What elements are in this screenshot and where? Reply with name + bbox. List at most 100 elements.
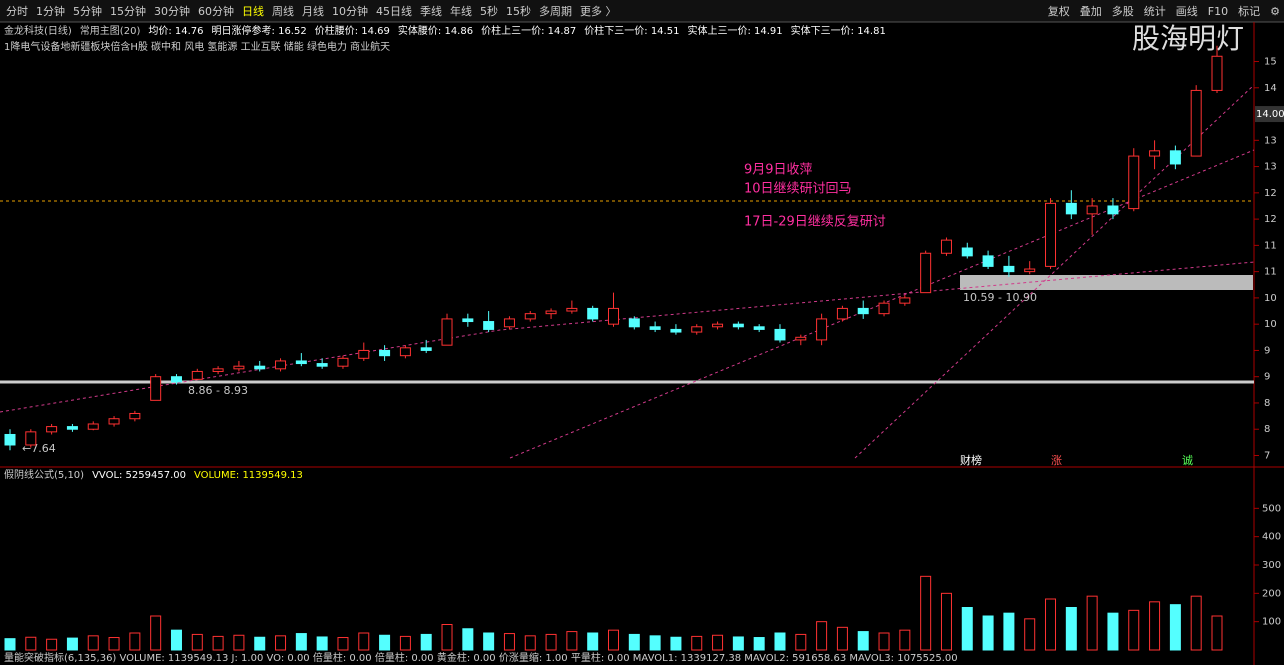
last-price: 14.00 [1256, 109, 1284, 120]
y-tick-label: 9 [1264, 345, 1270, 356]
volume-bar [982, 615, 994, 651]
toolbar-button[interactable]: 复权 [1048, 4, 1070, 18]
volume-bar [1149, 601, 1161, 651]
candle-body [753, 326, 765, 330]
candle-body [545, 310, 557, 315]
candle-body [483, 321, 495, 330]
volume-bar [420, 633, 432, 651]
candle-body [1065, 202, 1077, 215]
y-tick-label: 400 [1262, 532, 1281, 543]
volume-bar [1003, 612, 1015, 651]
candle-body [4, 433, 16, 446]
y-tick-label: 12 [1264, 214, 1277, 225]
toolbar-button[interactable]: 更多 〉 [580, 4, 617, 18]
toolbar-button[interactable]: 标记 [1238, 4, 1260, 18]
annotation: 9月9日收萍 [744, 163, 813, 178]
candle-body [46, 426, 58, 433]
toolbar-button[interactable]: 30分钟 [154, 4, 190, 18]
candle-body [920, 252, 932, 294]
toolbar-bg [0, 0, 1284, 22]
volume-bar [732, 636, 744, 651]
volume-bar [25, 636, 37, 651]
marker: 诚 [1182, 454, 1193, 467]
toolbar-button[interactable]: 多周期 [539, 4, 572, 18]
candle-body [212, 368, 224, 372]
volume-bar [774, 632, 786, 651]
volume-bar [129, 632, 141, 651]
candle-body [66, 426, 78, 430]
candle-body [878, 302, 890, 315]
info-item: 常用主图(20) [80, 24, 141, 37]
volume-bar [920, 575, 932, 651]
candle-body [1149, 150, 1161, 157]
volume-bar [1211, 615, 1223, 651]
toolbar-button[interactable]: 周线 [272, 4, 294, 18]
y-tick-label: 10 [1264, 319, 1277, 330]
volume-bar [608, 629, 619, 651]
toolbar-button[interactable]: F10 [1208, 5, 1228, 18]
y-tick-label: 9 [1264, 372, 1270, 383]
toolbar-button[interactable]: ⚙ [1270, 5, 1280, 18]
info-item: 价柱下三一价: 14.51 [584, 24, 679, 37]
toolbar-button[interactable]: 月线 [302, 4, 324, 18]
toolbar-button[interactable]: 10分钟 [332, 4, 368, 18]
volume-bar [4, 638, 16, 651]
candle-body [732, 323, 744, 328]
toolbar-button[interactable]: 日线 [242, 4, 264, 18]
toolbar-button[interactable]: 1分钟 [36, 4, 65, 18]
annotation: 17日-29日继续反复研讨 [744, 215, 886, 230]
volume-bar [857, 631, 869, 651]
toolbar-button[interactable]: 45日线 [376, 4, 412, 18]
candle-body [836, 307, 848, 320]
volume-bar [1128, 609, 1140, 651]
toolbar-button[interactable]: 5秒 [480, 4, 498, 18]
toolbar-button[interactable]: 统计 [1144, 5, 1166, 18]
candle-body [462, 318, 474, 323]
candle-body [940, 239, 952, 254]
volume-bar [108, 637, 120, 651]
volume-bar [379, 634, 391, 651]
toolbar-button[interactable]: 叠加 [1080, 5, 1102, 18]
info-item: 价柱上三一价: 14.87 [481, 24, 576, 37]
volume-bar [441, 624, 453, 651]
toolbar-button[interactable]: 年线 [450, 4, 472, 18]
volume-bar [316, 636, 328, 651]
toolbar-button[interactable]: 5分钟 [73, 4, 102, 18]
volume-bar [1045, 598, 1057, 651]
toolbar-button[interactable]: 分时 [6, 5, 28, 18]
candle-body [379, 349, 391, 357]
volume-bar [878, 632, 890, 651]
volume-bar [170, 629, 182, 651]
volume-bar [524, 635, 536, 651]
volume-bar [503, 633, 515, 651]
candle-body [899, 297, 911, 304]
candle-body [275, 360, 287, 370]
info-item: 明日涨停参考: 16.52 [212, 24, 307, 37]
toolbar-button[interactable]: 季线 [420, 4, 442, 18]
info-item: 均价: 14.76 [148, 25, 203, 37]
zone-label: 8.86 - 8.93 [188, 384, 248, 397]
candle-body [170, 376, 182, 383]
watermark: 股海明灯 [1132, 22, 1244, 55]
toolbar-button[interactable]: 多股 [1112, 4, 1134, 18]
volume-header: VOLUME: 1139549.13 [194, 470, 303, 481]
trend-line [0, 261, 1255, 413]
toolbar-button[interactable]: 60分钟 [198, 4, 234, 18]
candle-body [1190, 89, 1202, 157]
info-item: 实体下三一价: 14.81 [791, 24, 886, 37]
candle-body [1086, 205, 1098, 215]
volume-bar [295, 633, 307, 651]
candle-body [108, 418, 120, 425]
info-item: 价柱腰价: 14.69 [315, 24, 390, 37]
volume-bar [587, 632, 599, 651]
candle-body [961, 247, 973, 257]
volume-bar [1169, 604, 1181, 651]
volume-bar [712, 634, 724, 651]
candle-body [87, 423, 99, 430]
candle-body [587, 307, 599, 320]
volume-bar [87, 635, 99, 651]
toolbar-button[interactable]: 画线 [1176, 4, 1198, 18]
toolbar-button[interactable]: 15分钟 [110, 4, 146, 18]
toolbar-button[interactable]: 15秒 [506, 4, 531, 18]
